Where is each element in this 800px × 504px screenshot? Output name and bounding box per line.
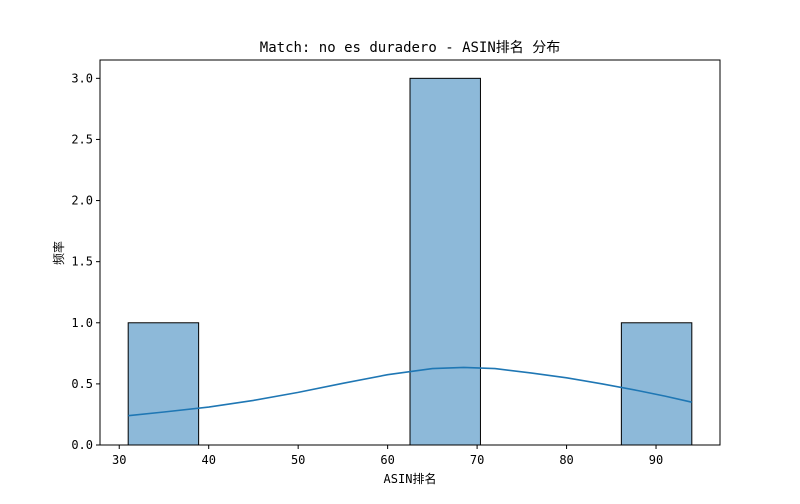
chart-title: Match: no es duradero - ASIN排名 分布 [260,40,560,56]
x-tick-label: 30 [112,453,126,467]
x-tick-label: 90 [649,453,663,467]
histogram-bar [620,322,693,446]
x-axis-label: ASIN排名 [384,471,437,486]
histogram-bar [409,77,481,446]
y-tick-label: 0.5 [71,377,93,391]
y-tick-label: 0.0 [71,438,93,452]
y-axis-label: 频率 [51,241,66,265]
histogram-bar [127,322,200,446]
y-tick-label: 1.5 [71,255,93,269]
axes-frame [99,59,721,446]
y-tick-label: 1.0 [71,316,93,330]
x-tick-label: 50 [291,453,305,467]
x-tick-label: 70 [470,453,484,467]
y-tick-label: 2.0 [71,194,93,208]
x-tick-label: 40 [201,453,215,467]
x-tick-label: 60 [380,453,394,467]
kde-line [128,366,692,417]
x-tick-label: 80 [559,453,573,467]
y-tick-label: 3.0 [71,71,93,85]
y-tick-label: 2.5 [71,132,93,146]
plot-area: 30 40 50 60 70 80 90 0.0 0.5 1.0 1.5 2.0 2.5 3.0 [71,59,721,467]
